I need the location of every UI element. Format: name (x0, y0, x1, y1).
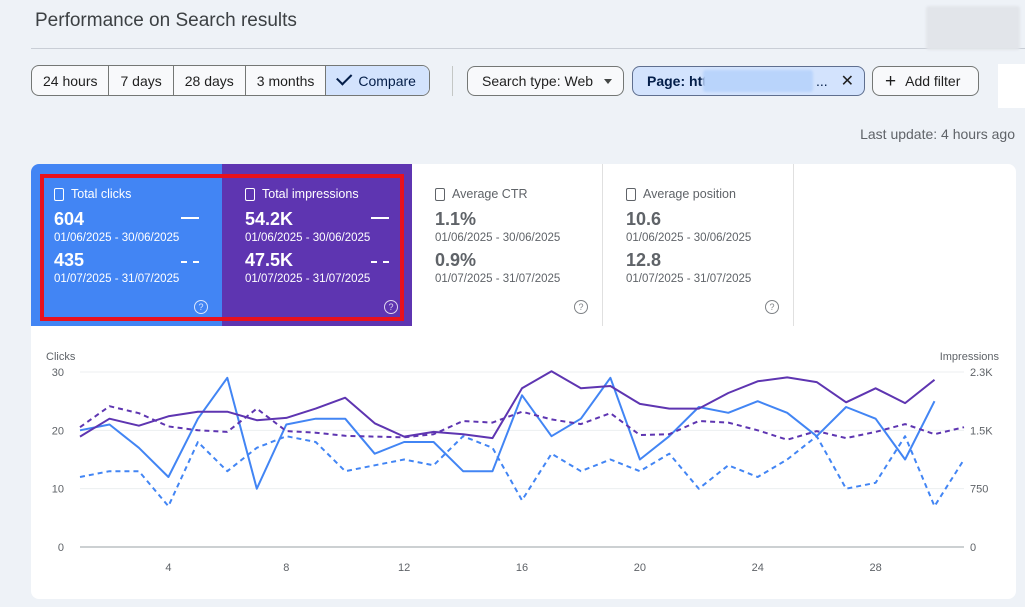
title-divider (31, 48, 1025, 49)
check-icon (336, 68, 353, 86)
clicks-solid-series-line (79, 376, 936, 490)
x-tick-label: 28 (869, 562, 881, 574)
metric-card-average-position[interactable]: Average position 10.6 01/06/2025 - 30/06… (603, 164, 794, 326)
help-icon[interactable]: ? (765, 300, 779, 314)
metric-label: Average CTR (452, 187, 528, 201)
page-filter-chip[interactable]: Page: htt ... ✕ (632, 66, 865, 96)
dashed-line-legend (181, 261, 199, 263)
date-range-selector: 24 hours 7 days 28 days 3 months Compare (31, 65, 430, 96)
page-filter-ellipsis: ... (816, 73, 828, 89)
metric-value-previous: 435 (54, 250, 85, 270)
help-icon[interactable]: ? (384, 300, 398, 314)
y-left-tick-label: 10 (52, 484, 64, 496)
search-type-label: Search type: Web (482, 73, 594, 89)
metric-value-previous: 47.5K (245, 250, 294, 270)
metric-range-current: 01/06/2025 - 30/06/2025 (54, 232, 180, 244)
checkbox-icon[interactable] (54, 187, 64, 201)
checkbox-icon[interactable] (245, 187, 255, 201)
search-type-filter[interactable]: Search type: Web (467, 66, 624, 96)
redacted-url (703, 70, 813, 92)
y-right-tick-label: 750 (970, 484, 988, 496)
metric-label: Average position (643, 187, 736, 201)
metric-value-current: 1.1% (435, 209, 477, 229)
metric-value-current: 604 (54, 209, 85, 229)
metric-value-previous: 12.8 (626, 250, 662, 270)
add-filter-button[interactable]: + Add filter (872, 66, 979, 96)
page-filter-label: Page: htt (647, 73, 707, 89)
x-tick-label: 4 (165, 562, 171, 574)
metric-range-current: 01/06/2025 - 30/06/2025 (626, 232, 752, 244)
compare-label: Compare (358, 72, 416, 89)
metric-range-previous: 01/07/2025 - 31/07/2025 (245, 273, 371, 285)
x-tick-label: 16 (516, 562, 528, 574)
plus-icon: + (885, 70, 897, 92)
y-left-tick-label: 20 (52, 425, 64, 437)
dashed-line-legend (371, 261, 389, 263)
checkbox-icon[interactable] (435, 187, 445, 201)
toolbar-divider (452, 66, 453, 96)
solid-line-legend (181, 217, 199, 219)
metric-range-previous: 01/07/2025 - 31/07/2025 (626, 273, 752, 285)
page-title: Performance on Search results (35, 10, 297, 31)
metric-label: Total clicks (71, 187, 132, 201)
metric-card-total-impressions[interactable]: Total impressions 54.2K 01/06/2025 - 30/… (222, 164, 412, 326)
y-right-tick-label: 0 (970, 542, 976, 554)
close-icon[interactable]: ✕ (840, 73, 854, 90)
metric-range-previous: 01/07/2025 - 31/07/2025 (54, 273, 180, 285)
left-axis-title: Clicks (46, 351, 76, 363)
metric-range-previous: 01/07/2025 - 31/07/2025 (435, 273, 561, 285)
metric-label: Total impressions (262, 187, 359, 201)
range-28-days-button[interactable]: 28 days (174, 66, 246, 95)
last-update-text: Last update: 4 hours ago (860, 126, 1015, 142)
x-tick-label: 24 (752, 562, 764, 574)
help-icon[interactable]: ? (194, 300, 208, 314)
compare-button[interactable]: Compare (326, 66, 429, 95)
metric-value-previous: 0.9% (435, 250, 477, 270)
range-24-hours-button[interactable]: 24 hours (32, 66, 110, 95)
highlight-frame (40, 174, 404, 321)
y-left-tick-label: 0 (58, 542, 64, 554)
x-tick-label: 20 (634, 562, 646, 574)
edge-panel (998, 64, 1025, 108)
add-filter-label: Add filter (905, 73, 961, 89)
y-left-tick-label: 30 (52, 367, 64, 379)
clicks-dashed-series-line (79, 435, 965, 508)
y-right-tick-label: 2.3K (970, 367, 993, 379)
dropdown-arrow-icon (604, 78, 613, 84)
solid-line-legend (371, 217, 389, 219)
y-right-tick-label: 1.5K (970, 425, 993, 437)
metric-range-current: 01/06/2025 - 30/06/2025 (435, 232, 561, 244)
x-tick-label: 8 (283, 562, 289, 574)
range-7-days-button[interactable]: 7 days (109, 66, 174, 95)
metric-value-current: 10.6 (626, 209, 662, 229)
right-axis-title: Impressions (940, 351, 1000, 363)
metric-value-current: 54.2K (245, 209, 294, 229)
impressions-solid-series-line (79, 370, 936, 440)
redacted-region (926, 6, 1020, 50)
checkbox-icon[interactable] (626, 187, 636, 201)
metric-card-average-ctr[interactable]: Average CTR 1.1% 01/06/2025 - 30/06/2025… (412, 164, 603, 326)
impressions-dashed-series-line (79, 405, 965, 441)
metric-range-current: 01/06/2025 - 30/06/2025 (245, 232, 371, 244)
help-icon[interactable]: ? (574, 300, 588, 314)
range-3-months-button[interactable]: 3 months (246, 66, 327, 95)
metric-card-total-clicks[interactable]: Total clicks 604 01/06/2025 - 30/06/2025… (31, 164, 222, 326)
x-tick-label: 12 (398, 562, 410, 574)
